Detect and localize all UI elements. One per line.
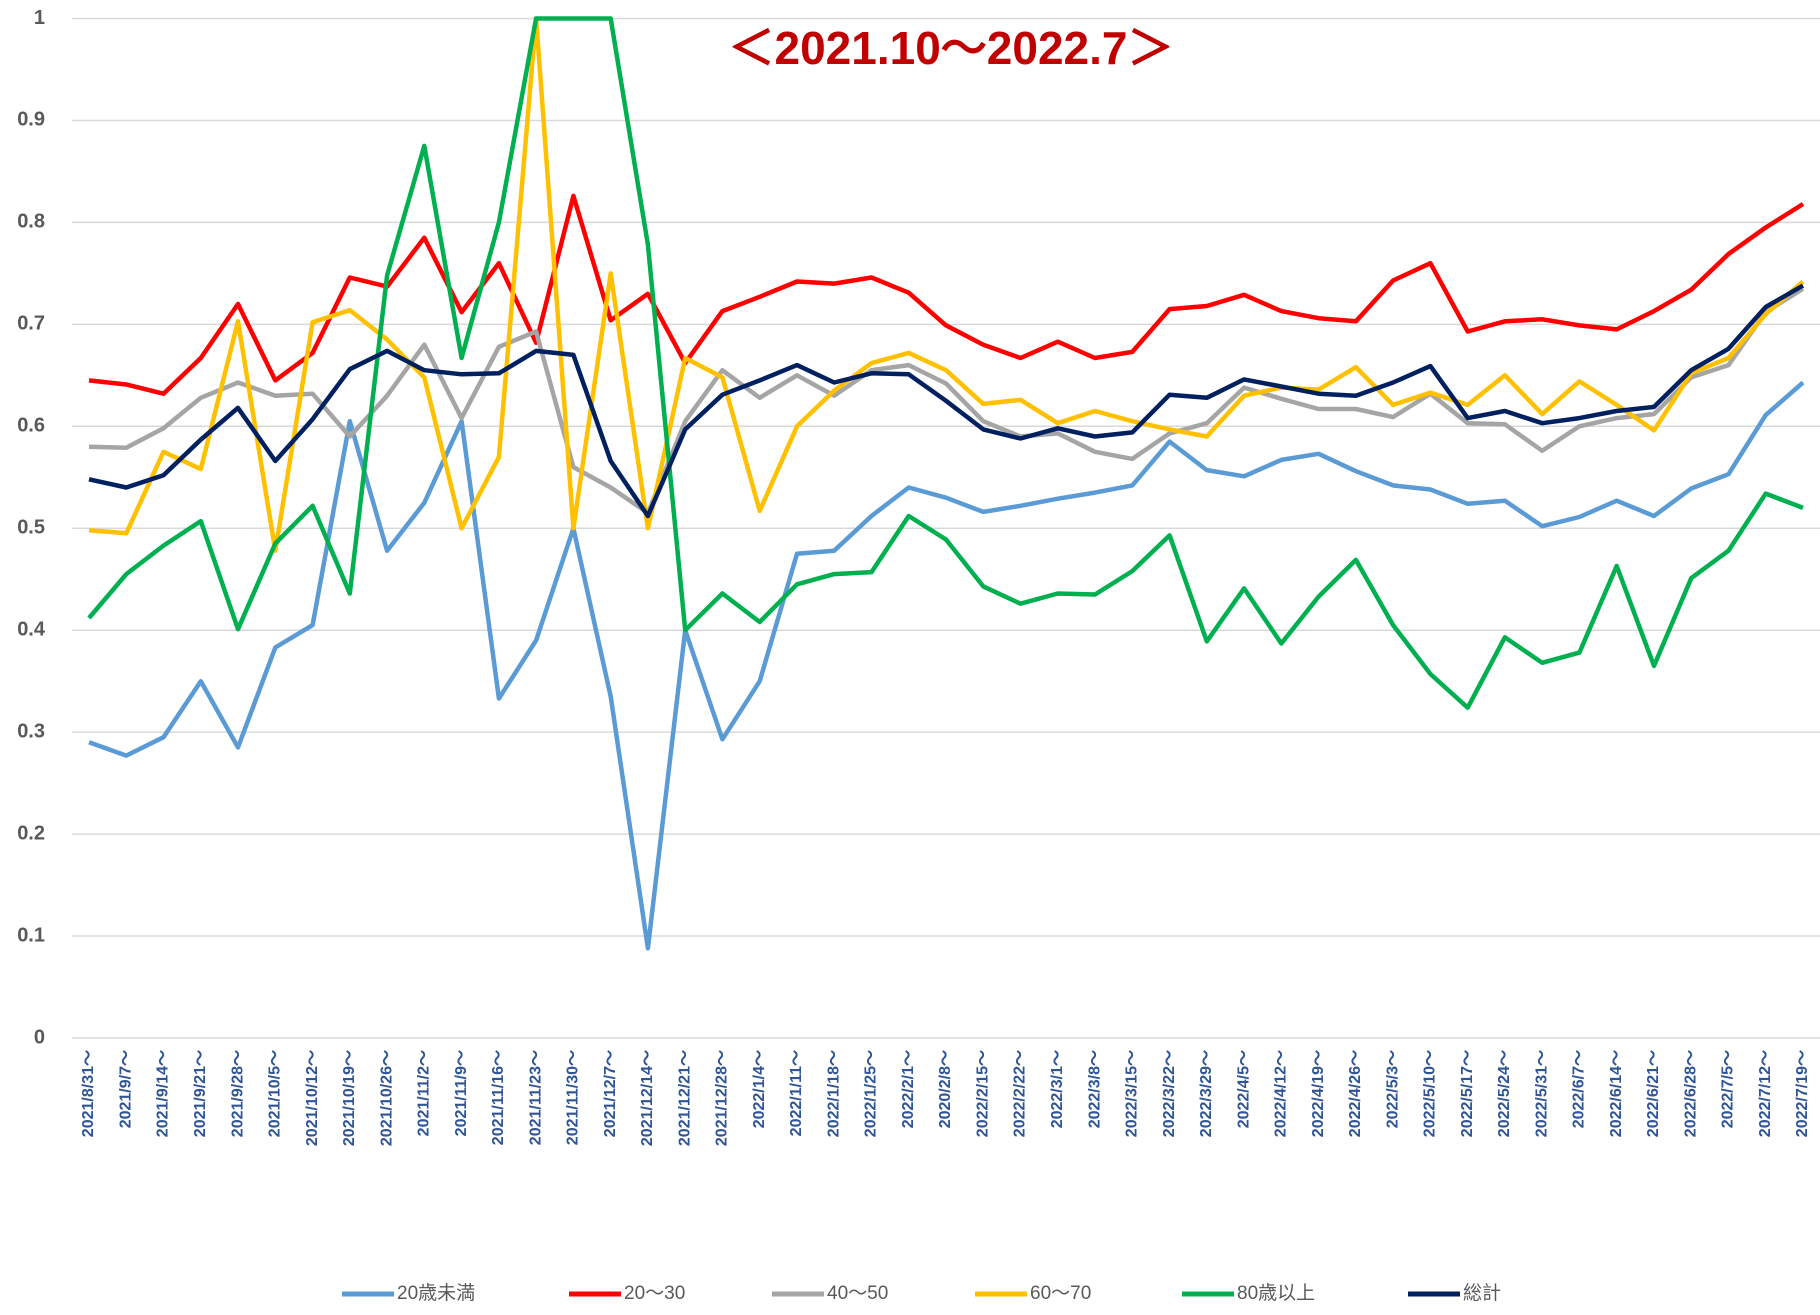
legend-label: 80歳以上 <box>1237 1282 1315 1304</box>
x-tick-label: 2022/5/3～ <box>1384 1050 1401 1128</box>
chart-title: ＜2021.10～2022.7＞ <box>729 22 1174 74</box>
x-tick-label: 2022/7/12～ <box>1757 1050 1774 1137</box>
x-tick-label: 2022/4/26～ <box>1347 1050 1364 1137</box>
x-tick-label: 2021/11/30～ <box>565 1050 582 1145</box>
x-tick-label: 2021/9/28～ <box>229 1050 246 1137</box>
series-line <box>88 193 1805 396</box>
x-tick-label: 2021/10/26～ <box>378 1050 395 1146</box>
x-tick-label: 2021/8/31～ <box>80 1050 97 1137</box>
legend-label: 20歳未満 <box>397 1282 475 1304</box>
x-tick-label: 2022/5/31～ <box>1533 1050 1550 1137</box>
plot-lines <box>87 16 1805 951</box>
x-tick-label: 2022/3/22～ <box>1161 1050 1178 1137</box>
x-tick-label: 2022/6/21～ <box>1645 1050 1662 1137</box>
x-tick-label: 2021/11/2～ <box>416 1050 433 1136</box>
x-tick-label: 2022/2/15～ <box>974 1050 991 1137</box>
x-tick-label: 2022/7/19～ <box>1794 1050 1811 1137</box>
y-tick-label: 0.4 <box>17 618 46 640</box>
x-tick-label: 2022/4/12～ <box>1273 1050 1290 1137</box>
x-tick-label: 2022/2/22～ <box>1012 1050 1029 1137</box>
x-tick-label: 2020/2/8～ <box>937 1050 954 1128</box>
x-tick-label: 2021/12/21～ <box>676 1050 693 1146</box>
x-tick-label: 2021/12/7～ <box>602 1050 619 1137</box>
x-tick-label: 2022/5/24～ <box>1496 1050 1513 1137</box>
x-tick-label: 2022/3/8～ <box>1086 1050 1103 1128</box>
y-tick-label: 0.3 <box>17 720 45 742</box>
x-tick-label: 2022/5/17～ <box>1459 1050 1476 1137</box>
x-tick-label: 2021/12/14～ <box>639 1050 656 1146</box>
x-tick-label: 2022/1/25～ <box>863 1050 880 1137</box>
series-line <box>88 286 1805 516</box>
legend-label: 20～30 <box>624 1283 685 1304</box>
x-tick-label: 2022/4/19～ <box>1310 1050 1327 1137</box>
x-tick-label: 2021/12/28～ <box>714 1050 731 1146</box>
x-tick-label: 2022/3/1～ <box>1049 1050 1066 1128</box>
x-tick-label: 2022/1/11～ <box>788 1050 805 1136</box>
legend-label: 60～70 <box>1030 1283 1091 1304</box>
series-line <box>88 16 1805 553</box>
x-tick-label: 2022/3/15～ <box>1124 1050 1141 1137</box>
x-tick-label: 2022/3/29～ <box>1198 1050 1215 1137</box>
y-tick-label: 1 <box>34 7 45 29</box>
x-tick-label: 2021/11/23～ <box>527 1050 544 1145</box>
series-line <box>88 283 1805 519</box>
grid <box>72 17 1820 1039</box>
x-tick-label: 2022/1/18～ <box>825 1050 842 1137</box>
y-tick-label: 0.7 <box>17 313 45 335</box>
x-tick-label: 2022/5/10～ <box>1422 1050 1439 1137</box>
y-tick-label: 0.6 <box>17 415 45 437</box>
x-tick-label: 2022/7/5～ <box>1720 1050 1737 1128</box>
x-tick-label: 2022/4/5～ <box>1235 1050 1252 1128</box>
x-tick-label: 2022/2/1～ <box>900 1050 917 1128</box>
series-line <box>88 380 1805 951</box>
x-tick-label: 2021/9/7～ <box>117 1050 134 1128</box>
y-tick-label: 0.1 <box>17 924 45 946</box>
y-tick-label: 0.5 <box>17 517 45 539</box>
x-tick-label: 2021/11/9～ <box>453 1050 470 1136</box>
x-tick-label: 2021/11/16～ <box>490 1050 507 1145</box>
x-tick-label: 2021/10/19～ <box>341 1050 358 1146</box>
x-tick-label: 2022/6/7～ <box>1571 1050 1588 1128</box>
y-tick-label: 0.8 <box>17 211 45 233</box>
series-line <box>87 16 1804 710</box>
y-tick-label: 0 <box>34 1026 45 1048</box>
legend-label: 総計 <box>1463 1282 1501 1304</box>
x-tick-label: 2021/10/5～ <box>267 1050 284 1137</box>
x-tick-label: 2022/6/28～ <box>1682 1050 1699 1137</box>
x-tick-label: 2021/9/21～ <box>192 1050 209 1137</box>
x-tick-label: 2021/10/12～ <box>304 1050 321 1146</box>
y-tick-label: 0.2 <box>17 822 45 844</box>
x-tick-label: 2022/6/14～ <box>1608 1050 1625 1137</box>
x-tick-label: 2021/9/14～ <box>155 1050 172 1137</box>
y-tick-label: 0.9 <box>17 109 45 131</box>
x-tick-label: 2022/1/4～ <box>751 1050 768 1128</box>
legend-label: 40～50 <box>827 1283 888 1304</box>
